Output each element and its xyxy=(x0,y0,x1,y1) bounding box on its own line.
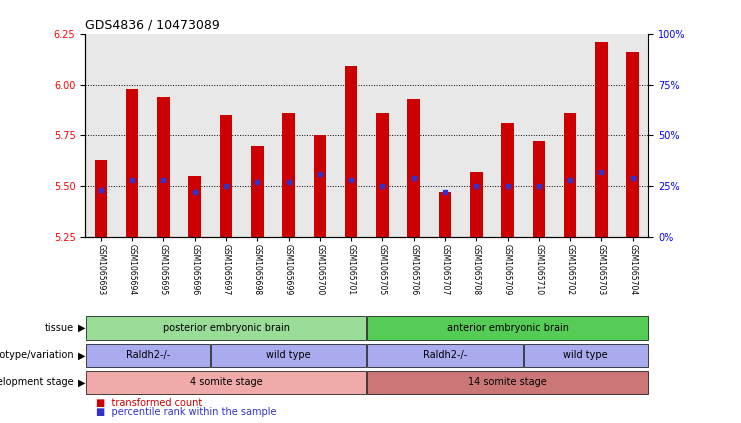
Bar xyxy=(367,34,398,237)
Bar xyxy=(179,34,210,237)
Bar xyxy=(220,115,232,237)
Text: development stage: development stage xyxy=(0,377,74,387)
Bar xyxy=(126,89,139,237)
Bar xyxy=(188,176,201,237)
FancyBboxPatch shape xyxy=(368,371,648,394)
Text: Raldh2-/-: Raldh2-/- xyxy=(423,350,467,360)
FancyBboxPatch shape xyxy=(368,343,522,367)
Text: ▶: ▶ xyxy=(78,350,85,360)
FancyBboxPatch shape xyxy=(86,316,366,340)
Bar xyxy=(470,172,482,237)
Text: ▶: ▶ xyxy=(78,323,85,333)
Bar xyxy=(626,52,639,237)
Bar xyxy=(523,34,554,237)
Bar xyxy=(273,34,305,237)
Text: GDS4836 / 10473089: GDS4836 / 10473089 xyxy=(85,18,220,31)
Text: ■  percentile rank within the sample: ■ percentile rank within the sample xyxy=(96,407,277,417)
Text: posterior embryonic brain: posterior embryonic brain xyxy=(162,323,290,333)
FancyBboxPatch shape xyxy=(86,371,366,394)
Bar xyxy=(461,34,492,237)
Bar xyxy=(305,34,336,237)
Text: ■  transformed count: ■ transformed count xyxy=(96,398,202,408)
Bar xyxy=(595,42,608,237)
Bar xyxy=(95,160,107,237)
Bar xyxy=(147,34,179,237)
Bar xyxy=(282,113,295,237)
Text: wild type: wild type xyxy=(266,350,311,360)
FancyBboxPatch shape xyxy=(211,343,366,367)
Bar xyxy=(502,123,514,237)
Bar xyxy=(157,97,170,237)
FancyBboxPatch shape xyxy=(524,343,648,367)
Bar xyxy=(586,34,617,237)
Text: anterior embryonic brain: anterior embryonic brain xyxy=(447,323,568,333)
Text: wild type: wild type xyxy=(563,350,608,360)
Bar xyxy=(533,141,545,237)
Bar xyxy=(408,99,420,237)
Text: ▶: ▶ xyxy=(78,377,85,387)
FancyBboxPatch shape xyxy=(368,316,648,340)
Bar xyxy=(492,34,523,237)
Text: Raldh2-/-: Raldh2-/- xyxy=(126,350,170,360)
Bar xyxy=(564,113,576,237)
Text: 4 somite stage: 4 somite stage xyxy=(190,377,262,387)
Bar xyxy=(345,66,357,237)
Text: genotype/variation: genotype/variation xyxy=(0,350,74,360)
Bar xyxy=(116,34,147,237)
Bar xyxy=(242,34,273,237)
Bar xyxy=(398,34,429,237)
FancyBboxPatch shape xyxy=(86,343,210,367)
Bar xyxy=(554,34,586,237)
Bar xyxy=(85,34,116,237)
Bar xyxy=(376,113,389,237)
Bar xyxy=(429,34,461,237)
Bar xyxy=(617,34,648,237)
Text: tissue: tissue xyxy=(45,323,74,333)
Bar xyxy=(251,146,264,237)
Text: 14 somite stage: 14 somite stage xyxy=(468,377,547,387)
Bar xyxy=(439,192,451,237)
Bar xyxy=(336,34,367,237)
Bar xyxy=(210,34,242,237)
Bar xyxy=(313,135,326,237)
